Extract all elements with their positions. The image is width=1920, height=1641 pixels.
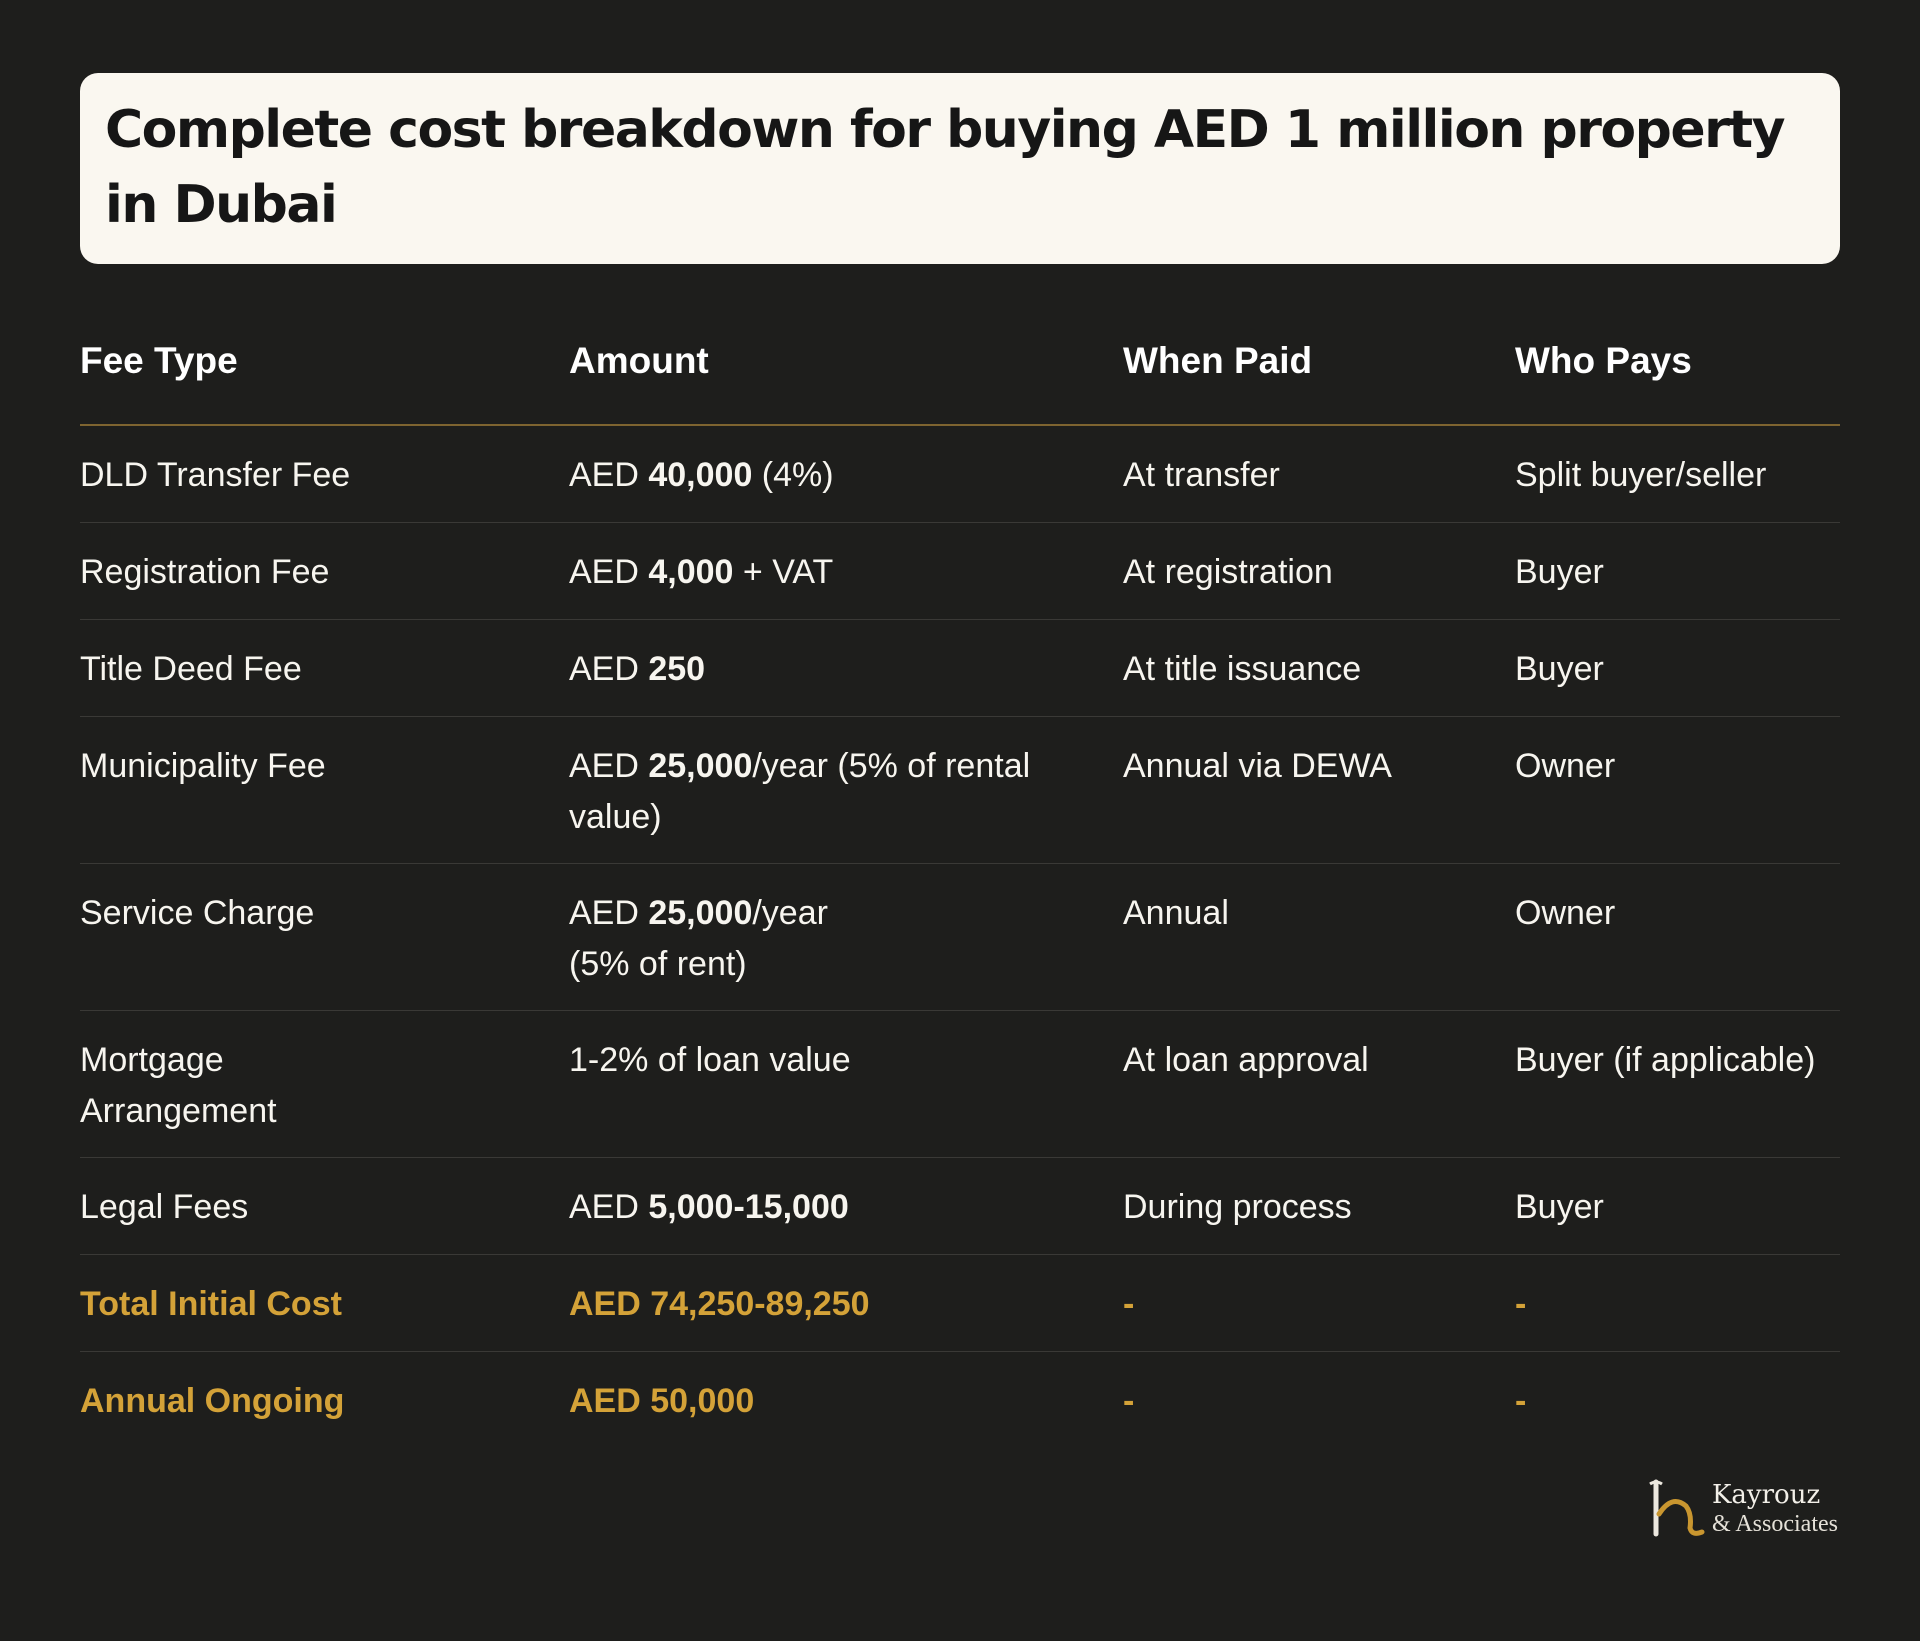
cell-who-pays: Split buyer/seller	[1515, 425, 1840, 523]
cell-amount: AED 25,000/year (5% of rent)	[569, 863, 1123, 1011]
amount-prefix: AED	[569, 893, 649, 932]
total-amount: AED 74,250-89,250	[569, 1254, 1123, 1352]
cell-amount: AED 40,000 (4%)	[569, 425, 1123, 523]
amount-suffix: /year (5% of rent)	[569, 893, 828, 983]
total-label: Annual Ongoing	[80, 1381, 345, 1420]
header-when-paid: When Paid	[1123, 320, 1515, 426]
amount-suffix: (4%)	[752, 456, 834, 494]
amount-value: 25,000	[648, 893, 753, 932]
cell-when-paid: Annual via DEWA	[1123, 716, 1515, 864]
table-row: DLD Transfer Fee AED 40,000 (4%) At tran…	[80, 425, 1840, 523]
page-title: Complete cost breakdown for buying AED 1…	[105, 100, 1786, 235]
cell-when-paid: During process	[1123, 1157, 1515, 1255]
total-when-paid: -	[1123, 1254, 1515, 1352]
cell-who-pays: Buyer	[1515, 522, 1840, 620]
amount-prefix: AED	[569, 456, 649, 494]
cell-who-pays: Owner	[1515, 863, 1840, 1011]
amount-prefix: AED	[569, 552, 649, 591]
amount-suffix: + VAT	[733, 552, 834, 591]
cell-amount: AED 5,000-15,000	[569, 1157, 1123, 1255]
amount-prefix: 1-2% of loan value	[569, 1040, 851, 1079]
table-row: Municipality Fee AED 25,000/year (5% of …	[80, 716, 1840, 864]
cell-who-pays: Buyer	[1515, 1157, 1840, 1255]
total-amount: AED 50,000	[569, 1381, 755, 1420]
cell-fee-type: Title Deed Fee	[80, 619, 569, 717]
cell-who-pays: Buyer (if applicable)	[1515, 1010, 1840, 1158]
cell-when-paid: At registration	[1123, 522, 1515, 620]
amount-value: 25,000	[648, 746, 753, 785]
cost-table: Fee Type Amount When Paid Who Pays DLD T…	[80, 320, 1840, 1448]
table-row: Title Deed Fee AED 250 At title issuance…	[80, 619, 1840, 717]
table-row: Registration Fee AED 4,000 + VAT At regi…	[80, 522, 1840, 620]
cell-amount: AED 250	[569, 619, 1123, 717]
cell-fee-type: Service Charge	[80, 863, 569, 1011]
cell-fee-type: Legal Fees	[80, 1157, 569, 1255]
table-row: Legal Fees AED 5,000-15,000 During proce…	[80, 1157, 1840, 1255]
total-when-paid: -	[1123, 1381, 1135, 1420]
table-header-row: Fee Type Amount When Paid Who Pays	[80, 320, 1840, 426]
table-row: Mortgage Arrangement 1-2% of loan value …	[80, 1010, 1840, 1158]
cell-amount: 1-2% of loan value	[569, 1010, 1123, 1158]
total-who-pays: -	[1515, 1381, 1527, 1420]
amount-prefix: AED	[569, 746, 649, 785]
logo-subtitle: & Associates	[1712, 1511, 1838, 1537]
header-fee-type: Fee Type	[80, 320, 569, 426]
total-who-pays: -	[1515, 1254, 1840, 1352]
cell-fee-type: Municipality Fee	[80, 716, 569, 864]
header-amount: Amount	[569, 320, 1123, 426]
amount-prefix: AED	[569, 649, 649, 688]
cell-when-paid: At title issuance	[1123, 619, 1515, 717]
amount-suffix: /year (5% of rental value)	[569, 746, 1031, 836]
amount-value: 5,000-15,000	[648, 1187, 849, 1226]
table-row: Service Charge AED 25,000/year (5% of re…	[80, 863, 1840, 1011]
header-who-pays: Who Pays	[1515, 320, 1840, 426]
k-monogram-icon	[1649, 1479, 1705, 1537]
amount-value: 250	[648, 649, 706, 688]
title-card: Complete cost breakdown for buying AED 1…	[80, 73, 1840, 264]
amount-prefix: AED	[569, 1187, 649, 1226]
cell-when-paid: At loan approval	[1123, 1010, 1515, 1158]
cell-when-paid: At transfer	[1123, 425, 1515, 523]
logo-name: Kayrouz	[1712, 1480, 1821, 1510]
cell-who-pays: Buyer	[1515, 619, 1840, 717]
cell-amount: AED 4,000 + VAT	[569, 522, 1123, 620]
cell-who-pays: Owner	[1515, 716, 1840, 864]
total-row: Annual Ongoing AED 50,000 - -	[80, 1351, 1840, 1448]
cell-fee-type: DLD Transfer Fee	[80, 425, 569, 523]
amount-value: 4,000	[648, 552, 734, 591]
amount-value: 40,000	[648, 456, 753, 494]
company-logo: Kayrouz & Associates	[1646, 1476, 1846, 1542]
cell-amount: AED 25,000/year (5% of rental value)	[569, 716, 1123, 864]
cell-when-paid: Annual	[1123, 863, 1515, 1011]
total-label: Total Initial Cost	[80, 1254, 569, 1352]
total-row: Total Initial Cost AED 74,250-89,250 - -	[80, 1254, 1840, 1352]
cell-fee-type: Registration Fee	[80, 522, 569, 620]
cell-fee-type: Mortgage Arrangement	[80, 1010, 569, 1158]
